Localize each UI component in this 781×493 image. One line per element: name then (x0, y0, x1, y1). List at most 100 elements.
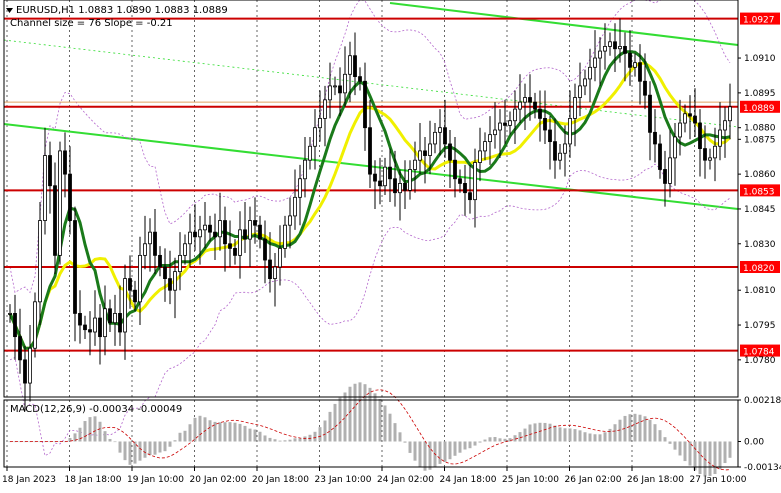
macd-bar (249, 429, 252, 442)
candle-body (114, 313, 117, 322)
macd-bar (599, 434, 602, 441)
candle-body (104, 309, 107, 337)
level-tag-label: 1.0853 (743, 187, 775, 197)
macd-bar (494, 437, 497, 441)
candle-body (14, 313, 17, 336)
candle-body (434, 132, 437, 144)
candle-body (689, 114, 692, 116)
candle-body (19, 337, 22, 360)
macd-bar (409, 441, 412, 452)
macd-bar (279, 441, 282, 442)
macd-bar (639, 415, 642, 442)
candle-body (64, 151, 67, 174)
candle-body (469, 193, 472, 200)
macd-bar (654, 424, 657, 441)
macd-bar (729, 441, 732, 457)
candle-body (69, 174, 72, 220)
x-tick-label: 27 Jan 10:00 (690, 475, 747, 485)
macd-bar (559, 427, 562, 441)
candle-body (414, 160, 417, 169)
candle-body (59, 151, 62, 255)
candle-body (619, 46, 622, 48)
macd-y-tick-label: 0.00218 (744, 396, 781, 406)
macd-bar (274, 439, 277, 441)
candle-body (239, 230, 242, 256)
macd-bar (254, 430, 257, 442)
macd-bar (419, 441, 422, 467)
candle-body (489, 135, 492, 142)
macd-bar (684, 441, 687, 461)
candle-body (129, 279, 132, 291)
macd-bar (659, 430, 662, 441)
candle-body (519, 102, 522, 109)
macd-bar (469, 441, 472, 448)
macd-bar (569, 428, 572, 441)
candle-body (559, 153, 562, 160)
candle-body (369, 128, 372, 174)
macd-bar (404, 441, 407, 442)
macd-bar (474, 441, 477, 445)
candle-body (589, 67, 592, 79)
macd-bar (589, 434, 592, 442)
y-tick-label: 1.0780 (744, 356, 776, 366)
candle-body (419, 151, 422, 160)
candle-body (269, 260, 272, 279)
macd-bar (304, 436, 307, 441)
macd-bar (199, 416, 202, 442)
macd-bar (99, 422, 102, 442)
macd-bar (139, 441, 142, 460)
x-tick-label: 25 Jan 10:00 (502, 475, 559, 485)
candle-body (159, 255, 162, 267)
candle-body (704, 149, 707, 161)
macd-bar (294, 438, 297, 441)
candle-body (384, 167, 387, 186)
candle-body (324, 100, 327, 119)
candle-body (294, 197, 297, 216)
macd-bar (79, 428, 82, 442)
candle-body (194, 232, 197, 237)
candle-body (94, 318, 97, 332)
candle-body (9, 313, 12, 314)
macd-bar (724, 441, 727, 463)
candle-body (614, 42, 617, 49)
macd-bar (184, 431, 187, 442)
macd-bar (614, 424, 617, 441)
y-tick-label: 1.0860 (744, 170, 776, 180)
macd-label: MACD(12,26,9) -0.00034 -0.00049 (10, 404, 182, 415)
candle-body (729, 107, 732, 121)
macd-bar (244, 426, 247, 442)
candle-body (169, 279, 172, 291)
macd-bar (89, 417, 92, 441)
x-tick-label: 20 Jan 18:00 (252, 475, 309, 485)
macd-bar (264, 435, 267, 441)
macd-bar (694, 441, 697, 470)
macd-bar (524, 429, 527, 442)
candle-body (319, 118, 322, 127)
macd-bar (389, 414, 392, 442)
macd-bar (424, 441, 427, 470)
candle-body (599, 51, 602, 58)
candle-body (679, 123, 682, 137)
macd-bar (479, 441, 482, 442)
macd-bar (104, 431, 107, 441)
candle-body (684, 114, 687, 123)
macd-bar (594, 434, 597, 441)
macd-bar (669, 441, 672, 443)
candle-body (724, 121, 727, 130)
candle-body (714, 146, 717, 158)
candle-body (314, 128, 317, 147)
candle-body (84, 325, 87, 330)
macd-bar (224, 422, 227, 441)
candle-body (349, 56, 352, 75)
macd-bar (159, 441, 162, 452)
macd-bar (84, 421, 87, 441)
macd-bar (574, 429, 577, 441)
candle-body (44, 156, 47, 221)
candle-body (224, 221, 227, 244)
candle-body (34, 302, 37, 348)
level-tag-label: 1.0820 (743, 264, 775, 274)
candle-body (569, 118, 572, 144)
candle-body (659, 144, 662, 170)
macd-bar (439, 441, 442, 463)
